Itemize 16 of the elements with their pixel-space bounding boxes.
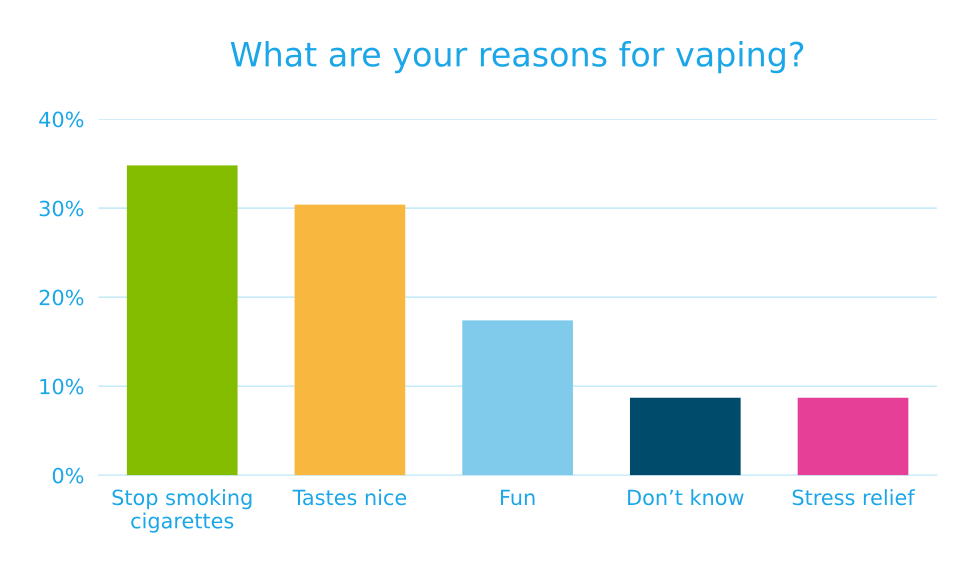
x-tick-label: Fun (501, 490, 534, 506)
bar (630, 398, 741, 476)
y-tick-label: 20% (40, 290, 84, 306)
chart-title: What are your reasons for vaping? (230, 41, 804, 74)
y-tick-label: 10% (40, 378, 84, 394)
y-tick-label: 30% (40, 200, 84, 216)
bar (294, 204, 406, 476)
x-tick-label: Stop smoking cigarettes (112, 489, 252, 533)
bar (126, 165, 238, 476)
x-tick-label: Don’t know (628, 489, 744, 506)
x-tick-label: Stress relief (792, 489, 916, 506)
y-tick-label: 40% (39, 112, 84, 128)
y-tick-label: 0% (52, 468, 84, 484)
bar (462, 320, 573, 476)
x-tick-label: Tastes nice (292, 489, 406, 506)
bar (798, 398, 908, 476)
